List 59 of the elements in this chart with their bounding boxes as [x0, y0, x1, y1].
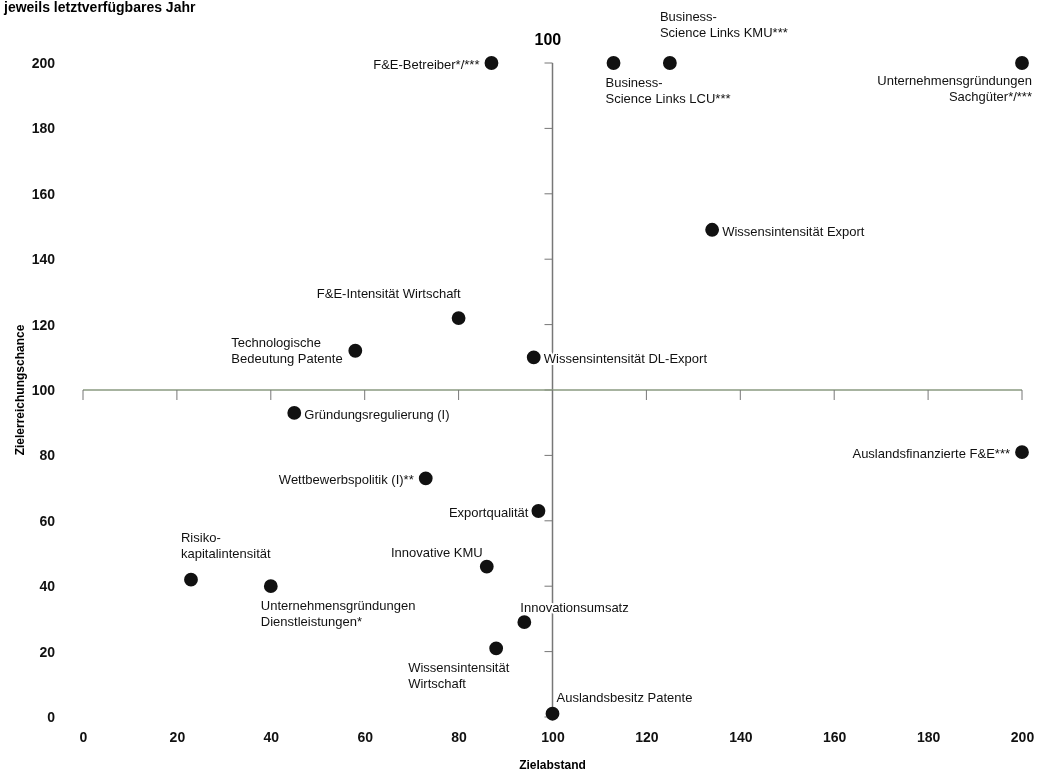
- annotation: Unternehmensgründungen Dienstleistungen*: [260, 598, 416, 630]
- annotation: Business- Science Links LCU***: [605, 75, 731, 106]
- annotation: Risiko- kapitalintensität: [180, 529, 271, 561]
- x-tick-label: 40: [263, 728, 280, 745]
- y-tick-label: 120: [31, 316, 56, 333]
- annotation: Unternehmensgründungen Sachgüter*/***: [877, 73, 1032, 104]
- ref-line-label: 100: [534, 31, 562, 48]
- point: [606, 56, 621, 70]
- annotation: Wissensintensität Wirtschaft: [408, 660, 510, 692]
- x-tick-label: 100: [541, 728, 565, 745]
- y-tick-label: 60: [39, 512, 56, 529]
- y-tick-label: 0: [47, 708, 56, 725]
- y-tick-label: 140: [31, 251, 56, 268]
- chart-title: jeweils letztverfügbares Jahr: [3, 0, 196, 15]
- x-axis-title: Zielabstand: [519, 758, 586, 772]
- y-tick-label: 200: [31, 54, 56, 71]
- x-tick-label: 140: [729, 728, 753, 745]
- annotation: F&E-Intensität Wirtschaft: [316, 286, 461, 302]
- point: [662, 56, 677, 70]
- x-tick-label: 160: [823, 728, 847, 745]
- y-tick-label: 100: [31, 381, 56, 398]
- y-axis-title: Zielerreichungschance: [13, 324, 27, 456]
- x-tick-label: 60: [357, 728, 374, 745]
- point: [517, 615, 532, 630]
- point: [348, 343, 363, 358]
- annotation: Wettbewerbspolitik (I)**: [278, 472, 414, 488]
- point: [451, 311, 466, 325]
- point: [184, 572, 198, 587]
- x-tick-label: 200: [1010, 728, 1035, 745]
- annotation: Technologische Bedeutung Patente: [231, 334, 343, 366]
- x-tick-label: 180: [916, 728, 941, 745]
- y-tick-label: 80: [39, 447, 56, 464]
- point: [287, 405, 302, 420]
- y-tick-label: 20: [39, 643, 56, 660]
- annotation: Business- Science Links KMU***: [659, 9, 788, 40]
- point: [531, 504, 546, 518]
- x-tick-label: 80: [451, 728, 468, 745]
- annotation: Gründungsregulierung (I): [304, 406, 450, 422]
- annotation: Innovative KMU: [391, 544, 483, 560]
- point: [489, 641, 504, 656]
- point: [1015, 56, 1029, 70]
- annotation: Auslandsfinanzierte F&E***: [852, 446, 1010, 462]
- point: [418, 471, 433, 486]
- y-tick-label: 180: [31, 120, 56, 137]
- point: [479, 559, 494, 574]
- annotation: Wissensintensität Export: [722, 223, 865, 239]
- point: [526, 350, 541, 365]
- annotation: Exportqualität: [448, 504, 529, 520]
- y-tick-label: 40: [39, 578, 56, 595]
- point: [263, 579, 278, 594]
- annotation: Auslandsbesitz Patente: [556, 689, 693, 705]
- x-tick-label: 20: [169, 728, 186, 745]
- point: [1015, 445, 1029, 460]
- x-tick-label: 0: [79, 728, 88, 745]
- point: [484, 56, 499, 70]
- x-tick-label: 120: [635, 728, 659, 745]
- point: [705, 222, 720, 237]
- y-tick-label: 160: [31, 185, 56, 202]
- annotation: F&E-Betreiber*/***: [373, 57, 480, 72]
